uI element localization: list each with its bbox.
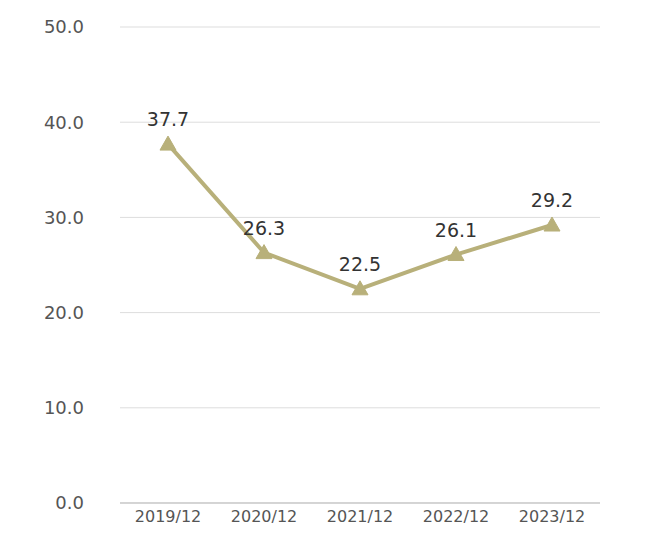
svg-text:2020/12: 2020/12 <box>231 507 297 526</box>
svg-text:26.1: 26.1 <box>435 219 477 241</box>
svg-text:22.5: 22.5 <box>339 253 381 275</box>
svg-text:37.7: 37.7 <box>147 108 189 130</box>
svg-text:29.2: 29.2 <box>531 189 573 211</box>
svg-text:2021/12: 2021/12 <box>327 507 393 526</box>
svg-text:50.0: 50.0 <box>44 16 84 37</box>
svg-text:2023/12: 2023/12 <box>519 507 585 526</box>
svg-text:40.0: 40.0 <box>44 112 84 133</box>
svg-text:10.0: 10.0 <box>44 397 84 418</box>
svg-text:20.0: 20.0 <box>44 302 84 323</box>
svg-text:2022/12: 2022/12 <box>423 507 489 526</box>
svg-text:30.0: 30.0 <box>44 207 84 228</box>
svg-text:26.3: 26.3 <box>243 217 285 239</box>
svg-text:0.0: 0.0 <box>55 492 84 513</box>
svg-text:2019/12: 2019/12 <box>135 507 201 526</box>
